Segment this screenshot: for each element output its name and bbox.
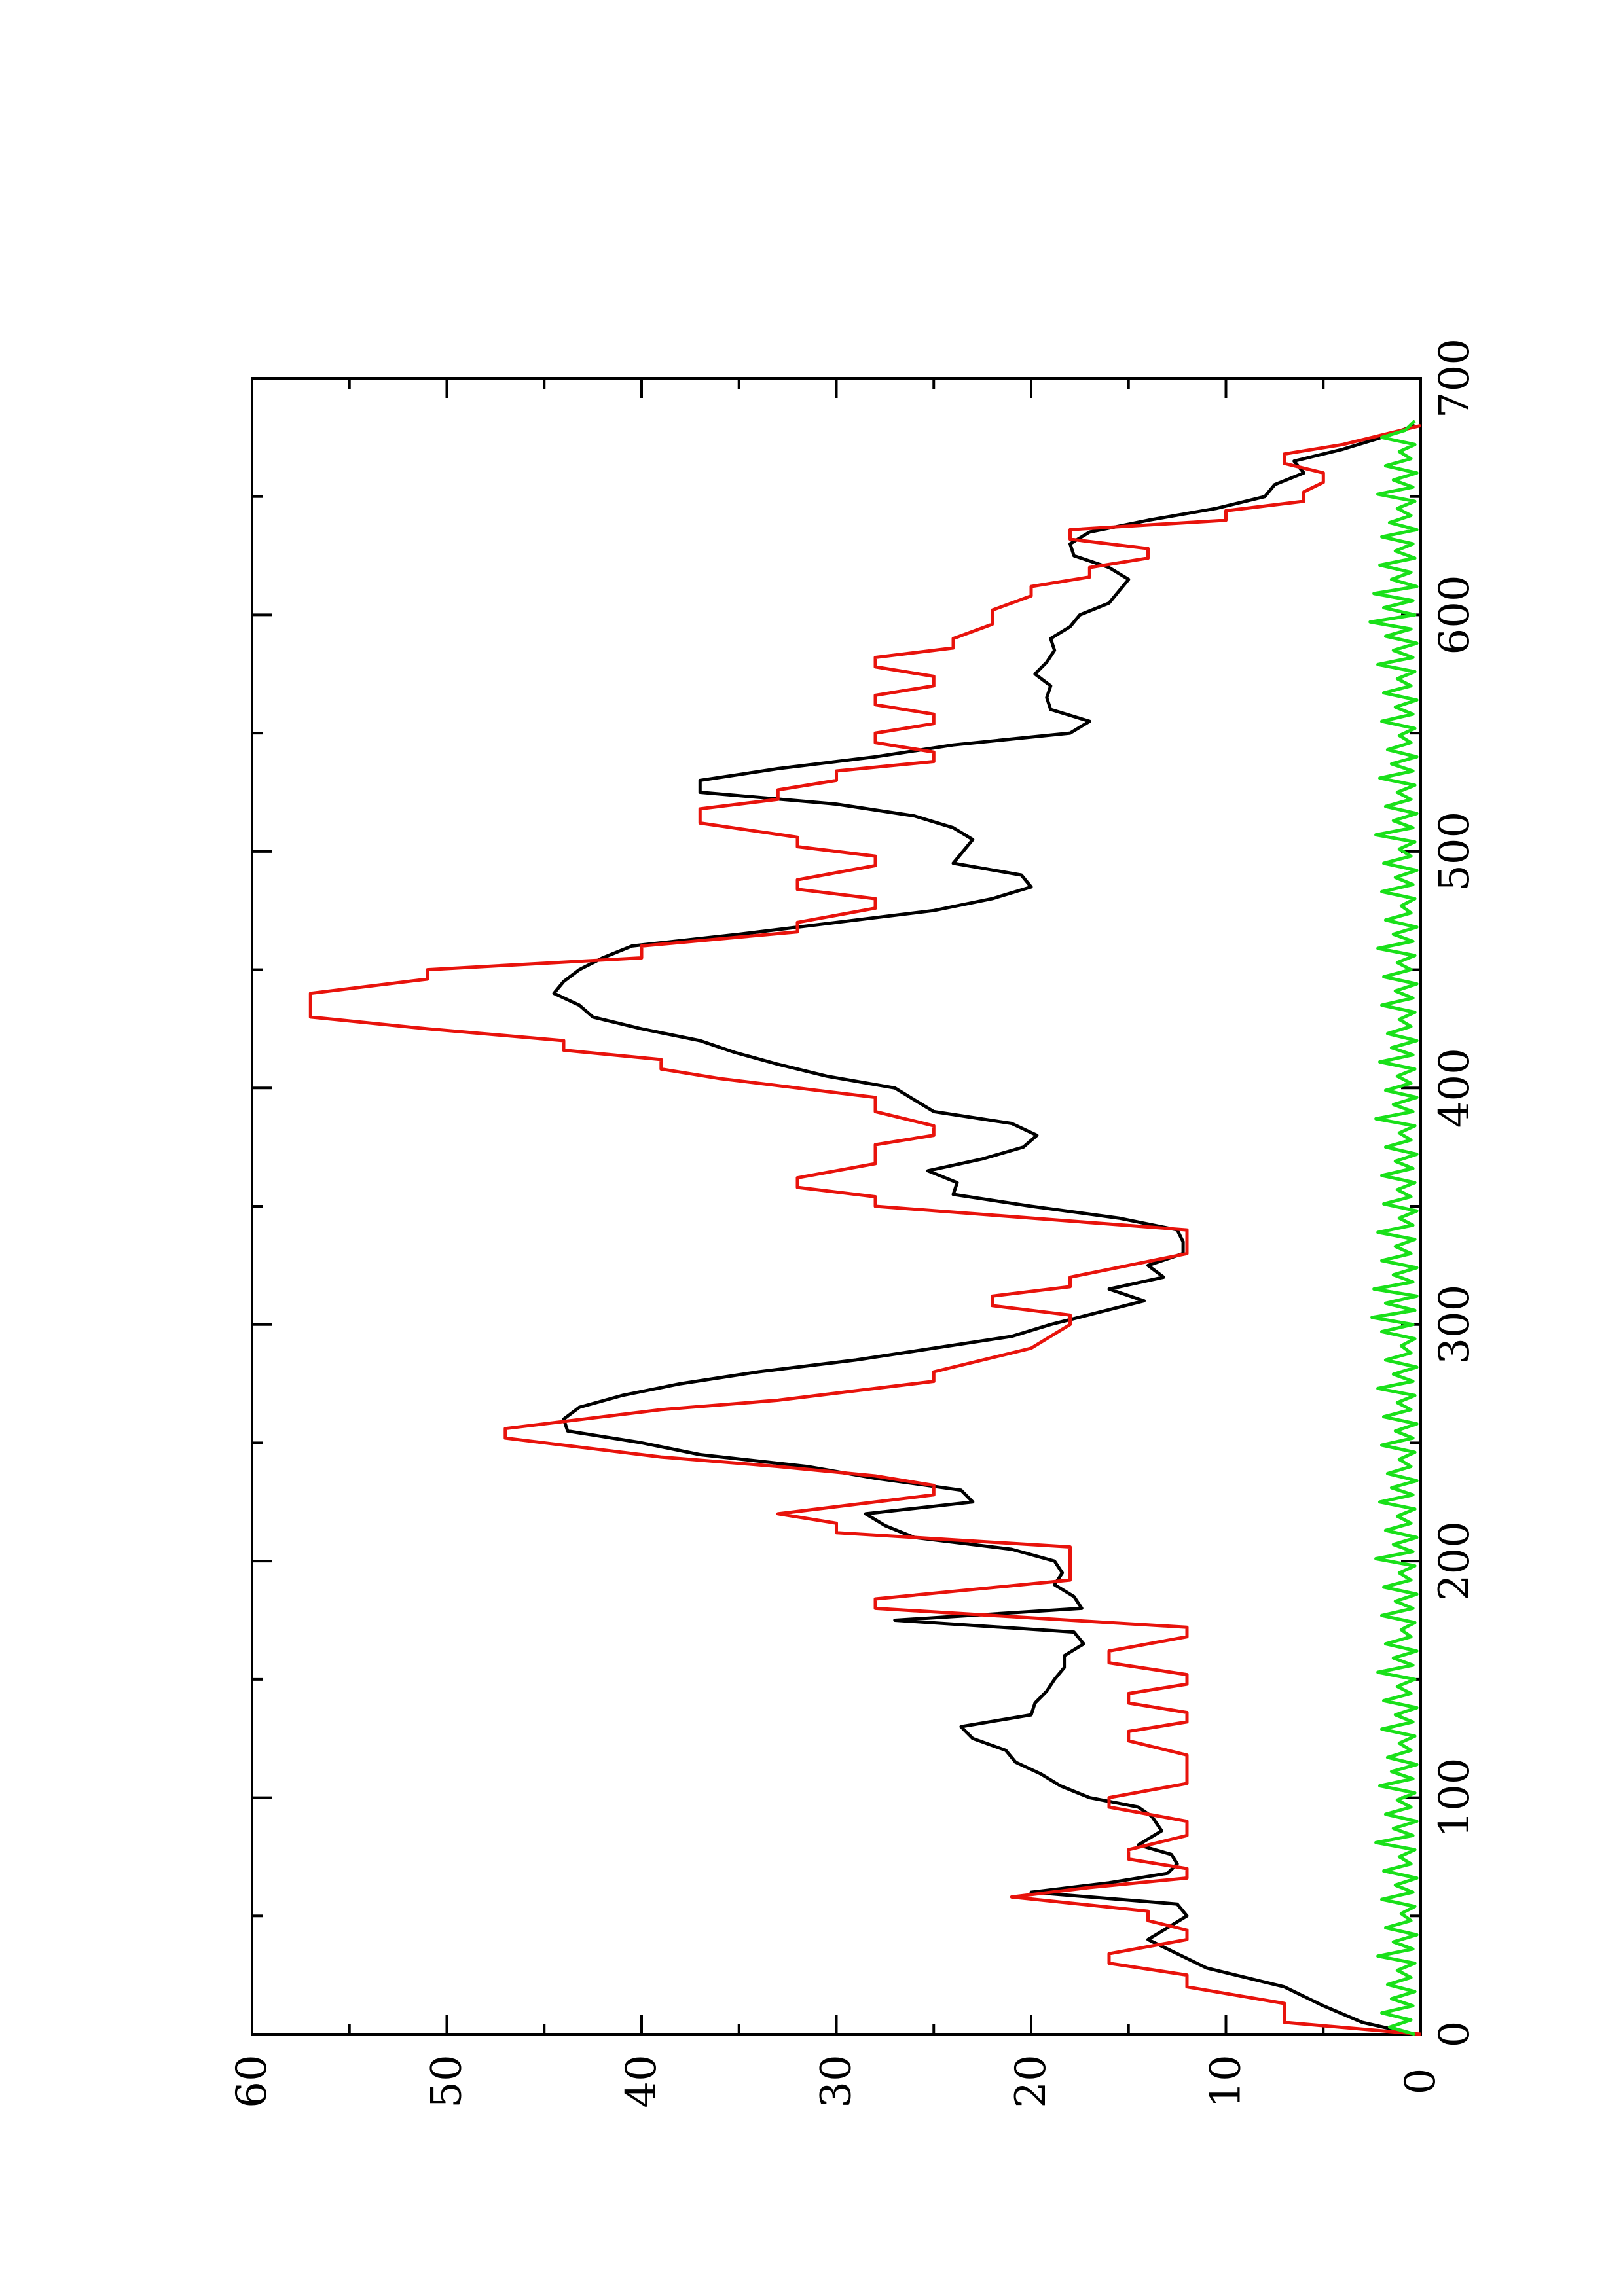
x-tick-label: 700 xyxy=(1431,338,1479,418)
plot-frame xyxy=(251,377,1422,2036)
x-tick-label: 300 xyxy=(1431,1285,1479,1365)
series-line-3 xyxy=(1368,420,1419,2036)
y-tick-label: 40 xyxy=(617,2054,666,2108)
x-tick-label: 500 xyxy=(1431,812,1479,891)
y-tick-label: 50 xyxy=(423,2054,471,2108)
x-tick-label: 200 xyxy=(1431,1521,1479,1601)
x-tick-label: 400 xyxy=(1431,1048,1479,1128)
y-tick-label: 60 xyxy=(228,2054,276,2108)
y-tick-label: 30 xyxy=(812,2054,861,2108)
y-tick-label: 0 xyxy=(1396,2068,1445,2095)
series-line-2 xyxy=(308,423,1421,2036)
x-tick-label: 600 xyxy=(1431,575,1479,655)
y-tick-label: 20 xyxy=(1007,2054,1055,2108)
y-tick-label: 10 xyxy=(1202,2054,1250,2108)
x-tick-label: 0 xyxy=(1431,2021,1479,2048)
x-tick-label: 100 xyxy=(1431,1757,1479,1837)
series-line-1 xyxy=(552,423,1415,2036)
